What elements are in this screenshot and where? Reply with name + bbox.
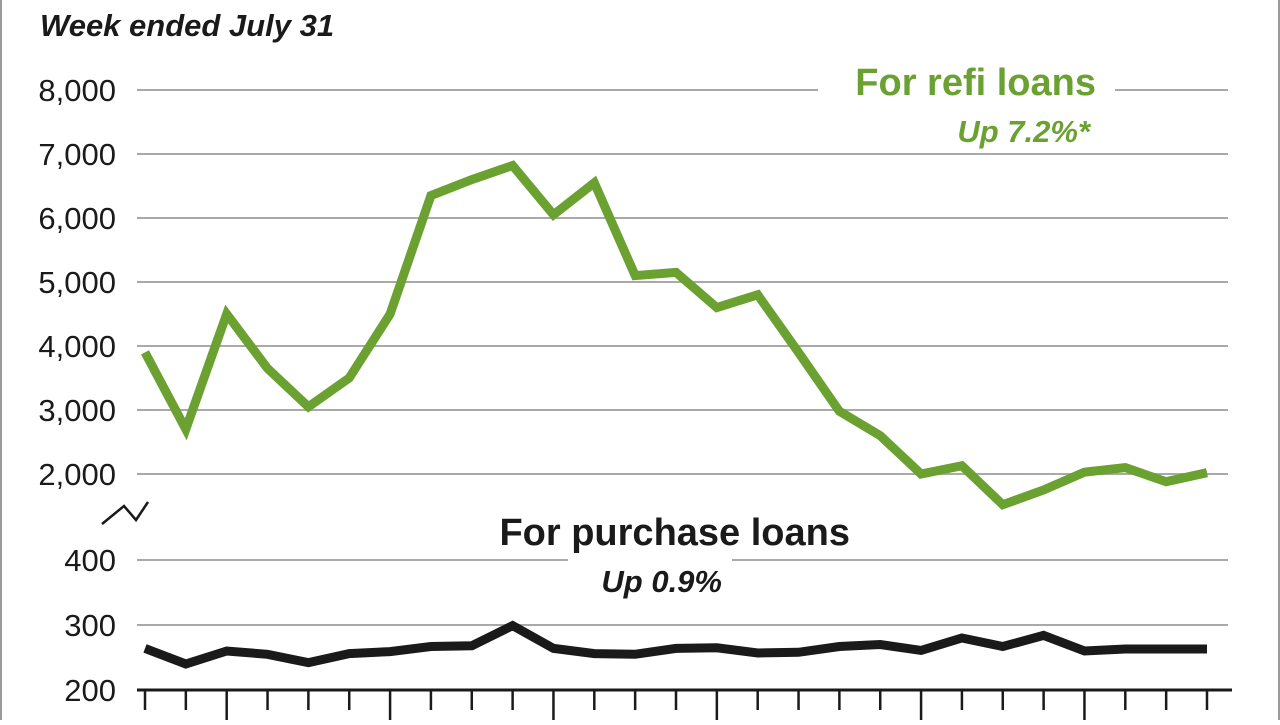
y-tick-label: 8,000	[38, 73, 116, 108]
y-tick-label: 7,000	[38, 137, 116, 172]
refi-series-name: For refi loans	[855, 62, 1096, 104]
chart-subtitle: Week ended July 31	[40, 8, 334, 43]
y-tick-label: 5,000	[38, 265, 116, 300]
y-tick-label: 2,000	[38, 457, 116, 492]
purchase-series-change: Up 0.9%	[601, 564, 722, 599]
y-tick-label: 4,000	[38, 329, 116, 364]
y-tick-label: 3,000	[38, 393, 116, 428]
refi-series-change: Up 7.2%*	[957, 114, 1092, 149]
purchase-series-name: For purchase loans	[499, 512, 850, 554]
y-tick-label: 400	[64, 543, 116, 578]
y-tick-label: 300	[64, 608, 116, 643]
frame-left-edge	[0, 0, 2, 720]
y-tick-label: 200	[64, 673, 116, 708]
y-tick-label: 6,000	[38, 201, 116, 236]
